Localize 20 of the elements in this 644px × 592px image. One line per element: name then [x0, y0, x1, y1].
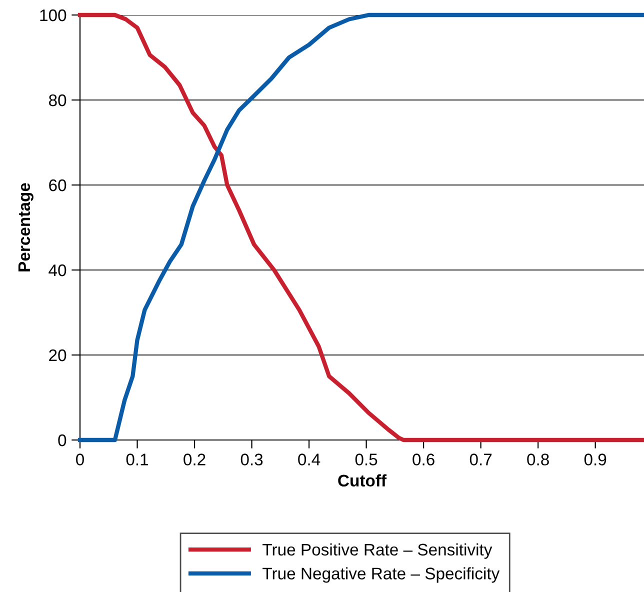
- x-tick-label: 0.8: [527, 454, 549, 466]
- y-tick-label: 60: [49, 179, 66, 192]
- y-tick-label: 80: [48, 94, 66, 106]
- y-tick-label: 0: [58, 434, 66, 446]
- legend-label: True Positive Rate – Sensitivity: [262, 543, 492, 559]
- x-tick-label: 0.5: [355, 454, 378, 466]
- x-tick-label: 0.7: [470, 454, 492, 466]
- x-tick-label: 0.4: [298, 454, 320, 466]
- x-tick-label: 0.2: [184, 454, 206, 466]
- x-tick-label: 0.6: [412, 454, 434, 466]
- x-axis-title: Cutoff: [338, 474, 387, 487]
- x-tick-label: 0.9: [584, 454, 606, 466]
- y-tick-label: 40: [48, 264, 66, 276]
- legend-label: True Negative Rate – Specificity: [262, 567, 500, 583]
- x-tick-label: 0.3: [240, 454, 263, 466]
- y-tick-label: 100: [40, 9, 66, 22]
- x-tick-label: 0: [76, 454, 84, 466]
- x-tick-label: 0.1: [126, 454, 148, 466]
- y-axis-title: Percentage: [18, 183, 34, 272]
- y-tick-label: 20: [49, 349, 66, 362]
